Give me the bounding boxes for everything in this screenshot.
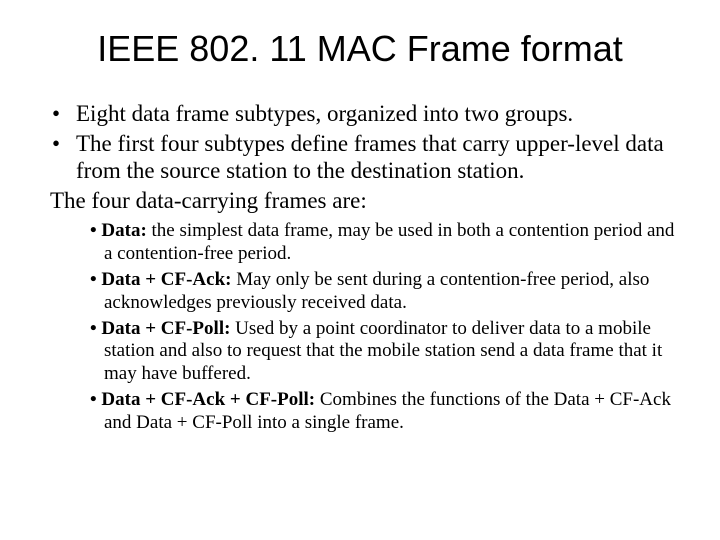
outer-bullet-2: The first four subtypes define frames th…	[50, 130, 690, 185]
inner-bullet-3: • Data + CF-Poll: Used by a point coordi…	[90, 318, 690, 385]
outer-bullet-list: Eight data frame subtypes, organized int…	[30, 100, 690, 214]
inner-bullet-1: • Data: the simplest data frame, may be …	[90, 220, 690, 265]
slide: IEEE 802. 11 MAC Frame format Eight data…	[0, 0, 720, 540]
outer-bullet-1: Eight data frame subtypes, organized int…	[50, 100, 690, 128]
inner-text-1: the simplest data frame, may be used in …	[104, 220, 674, 263]
inner-bullet-4: • Data + CF-Ack + CF-Poll: Combines the …	[90, 389, 690, 434]
inner-label-1: • Data:	[90, 220, 152, 241]
outer-bullet-3: The four data-carrying frames are:	[50, 187, 690, 215]
inner-bullet-2: • Data + CF-Ack: May only be sent during…	[90, 269, 690, 314]
inner-label-2: • Data + CF-Ack:	[90, 269, 236, 290]
inner-bullet-list: • Data: the simplest data frame, may be …	[30, 220, 690, 434]
inner-label-3: • Data + CF-Poll:	[90, 318, 235, 339]
slide-title: IEEE 802. 11 MAC Frame format	[30, 28, 690, 70]
inner-label-4: • Data + CF-Ack + CF-Poll:	[90, 389, 320, 410]
